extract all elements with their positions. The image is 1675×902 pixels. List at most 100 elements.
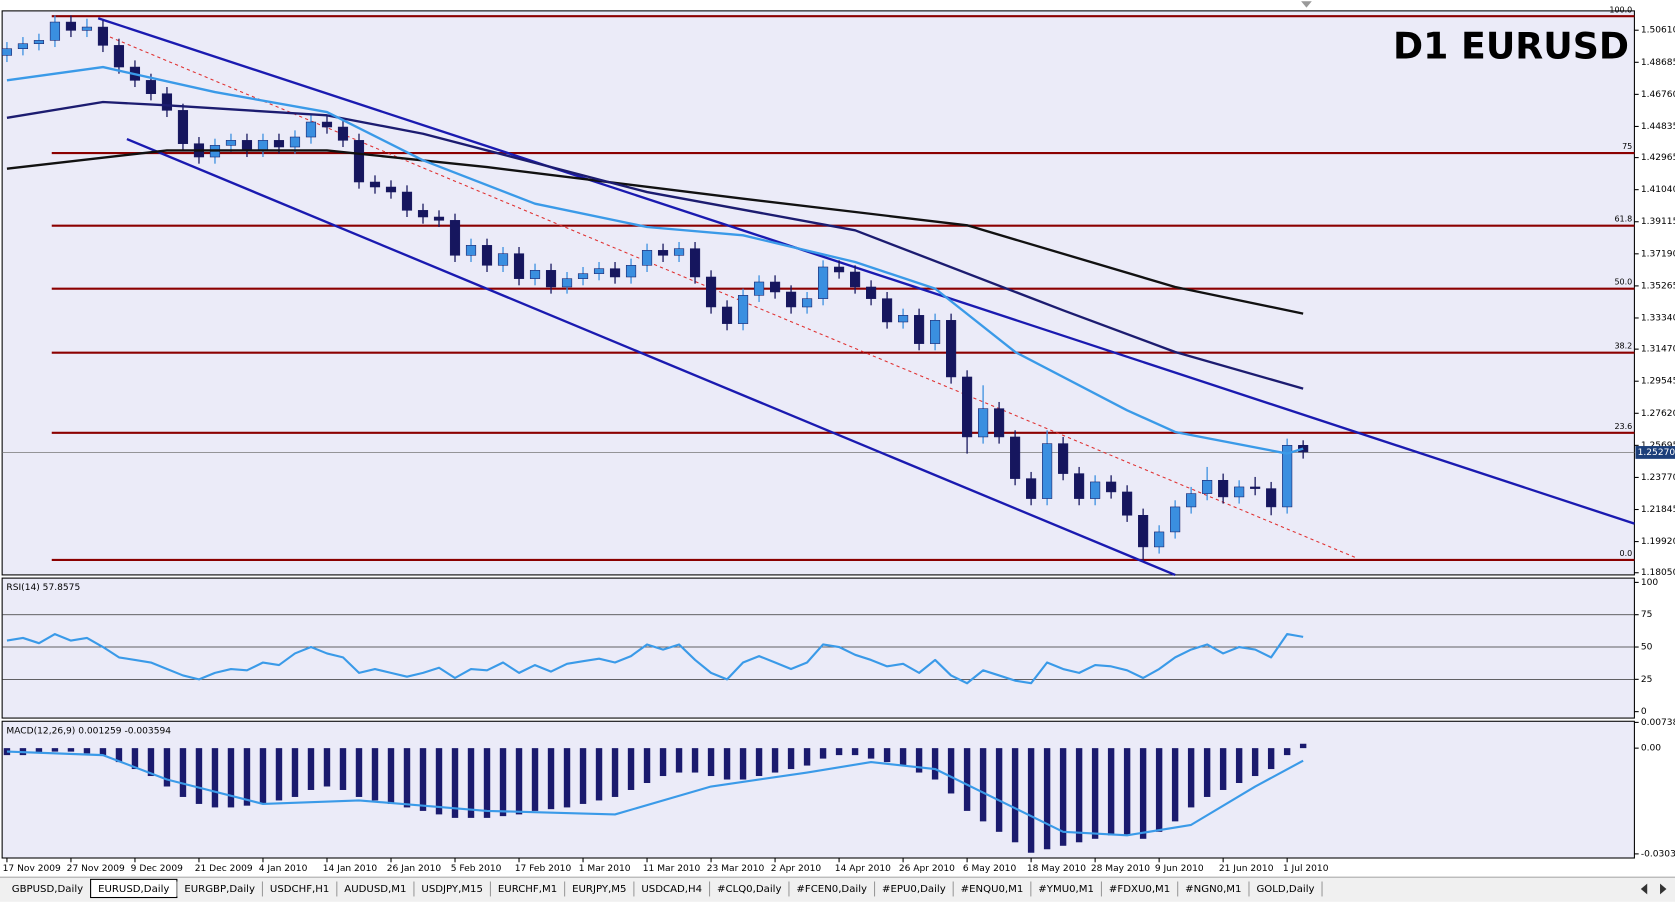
scroll-right[interactable] [1660, 883, 1667, 895]
candle-body [914, 315, 925, 344]
tab-label[interactable]: USDJPY,M15 [421, 884, 483, 895]
x-tick-label: 23 Mar 2010 [707, 864, 765, 874]
candle-body [1186, 493, 1197, 508]
candle-body [1154, 531, 1165, 548]
candle-body [1266, 488, 1277, 508]
candle-body [465, 245, 477, 256]
candle-body [433, 216, 445, 221]
candle-body [1010, 436, 1021, 479]
candle-body [417, 210, 429, 218]
macd-bar [1091, 748, 1099, 839]
candle-body [834, 266, 845, 273]
tab-label[interactable]: #FDXU0,M1 [1109, 884, 1170, 895]
tab-label[interactable]: GOLD,Daily [1256, 884, 1314, 895]
y-tick-label: 0.007386 [1641, 718, 1675, 728]
candle-body [289, 136, 301, 148]
macd-bar [755, 748, 763, 777]
candle-body [898, 315, 909, 323]
candle-body [1170, 506, 1181, 533]
y-tick-label: 100 [1641, 578, 1659, 588]
macd-bar [467, 748, 475, 818]
tab-label[interactable]: #YMU0,M1 [1038, 884, 1094, 895]
tab-label[interactable]: USDCAD,H4 [641, 884, 702, 895]
candle-body [1234, 486, 1245, 498]
macd-bar [819, 748, 827, 759]
candle-body [673, 248, 685, 256]
y-tick-label: 0.00 [1641, 744, 1661, 754]
y-tick-label: 1.35265 [1641, 281, 1675, 291]
fib-label: 0.0 [1620, 549, 1633, 558]
macd-bar [371, 748, 379, 801]
candle-body [273, 140, 285, 148]
candle-body [369, 181, 381, 188]
macd-bar [1011, 748, 1019, 843]
macd-bar [243, 748, 251, 806]
tab-label[interactable]: #EPU0,Daily [882, 884, 946, 895]
tab-label[interactable]: EURUSD,Daily [98, 884, 169, 895]
candle-body [705, 276, 717, 308]
rsi-line [6, 633, 1304, 685]
candle-body [689, 248, 701, 278]
panel-line: 0 25 50 75 100 [2, 578, 1658, 717]
panel-candlestick: 1.50610 1.48685 1.46760 1.44835 1.42965 1.410… [1, 5, 1675, 578]
y-tick-label: 1.21845 [1641, 505, 1675, 515]
macd-bar [147, 748, 155, 777]
tab-label[interactable]: EURJPY,M5 [572, 884, 626, 895]
y-tick-label: 1.46760 [1641, 90, 1675, 100]
candle-body [449, 220, 461, 256]
candle-body [529, 270, 541, 279]
y-tick-label: 1.27620 [1641, 409, 1675, 419]
macd-bar [451, 748, 459, 818]
tab-label[interactable]: #ENQU0,M1 [961, 884, 1024, 895]
candle-body [337, 126, 349, 141]
macd-bar [771, 748, 779, 773]
macd-bar [579, 748, 587, 804]
tab-label[interactable]: EURGBP,Daily [184, 884, 255, 895]
macd-bar [979, 748, 987, 822]
candle-body [1138, 514, 1149, 548]
macd-bar [1043, 748, 1051, 850]
macd-bar [707, 748, 715, 777]
macd-bar [131, 748, 139, 770]
candle-body [225, 140, 237, 146]
macd-bar [483, 748, 491, 818]
candle-body [1074, 473, 1085, 499]
x-tick-label: 1 Mar 2010 [579, 864, 631, 874]
candle-body [1042, 443, 1053, 499]
fib-label: 23.6 [1614, 422, 1632, 431]
tab-label[interactable]: GBPUSD,Daily [12, 884, 83, 895]
candle-body [65, 21, 77, 31]
tab-label[interactable]: #FCEN0,Daily [796, 884, 867, 895]
macd-bar [659, 748, 667, 777]
macd-bar [1235, 748, 1243, 784]
tab-bar [0, 876, 1675, 902]
macd-bar [115, 748, 123, 763]
macd-bar [1123, 748, 1131, 836]
macd-bar [307, 748, 315, 790]
y-tick-label: 1.37190 [1641, 249, 1675, 259]
tab-label[interactable]: #NGN0,M1 [1185, 884, 1241, 895]
candle-body [513, 253, 525, 279]
macd-bar [851, 748, 859, 756]
scroll-left[interactable] [1640, 883, 1648, 895]
y-tick-label: 1.25695 [1641, 441, 1675, 451]
candle-body [1250, 486, 1261, 489]
macd-bar [611, 748, 619, 797]
macd-bar [835, 748, 843, 756]
x-tick-label: 11 Mar 2010 [643, 864, 701, 874]
tab-label[interactable]: USDCHF,H1 [270, 884, 329, 895]
y-tick-label: -0.03033 [1641, 849, 1675, 859]
candle-body [1282, 445, 1293, 508]
rsi-title: RSI(14) 57.8575 [6, 583, 80, 593]
y-tick-label: 1.29545 [1641, 377, 1675, 387]
macd-bar [323, 748, 331, 787]
macd-bar [1219, 748, 1227, 790]
macd-bar [563, 748, 571, 808]
tab-label[interactable]: AUDUSD,M1 [344, 884, 406, 895]
x-tick-label: 9 Dec 2009 [131, 864, 183, 874]
candle-body [850, 271, 861, 288]
tab-label[interactable]: EURCHF,M1 [498, 884, 557, 895]
macd-bar [595, 748, 603, 801]
candle-body [1298, 445, 1309, 453]
tab-label[interactable]: #CLQ0,Daily [717, 884, 781, 895]
